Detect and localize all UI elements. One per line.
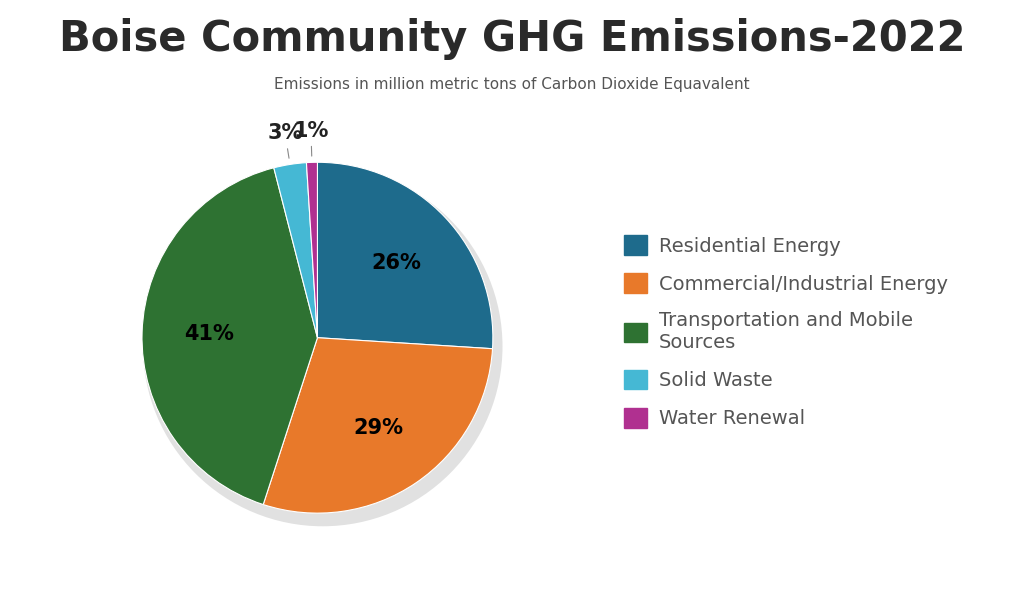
Ellipse shape — [143, 166, 503, 526]
Text: Boise Community GHG Emissions-2022: Boise Community GHG Emissions-2022 — [58, 18, 966, 60]
Wedge shape — [263, 338, 493, 513]
Text: Emissions in million metric tons of Carbon Dioxide Equavalent: Emissions in million metric tons of Carb… — [274, 77, 750, 91]
Wedge shape — [142, 168, 317, 505]
Wedge shape — [317, 162, 493, 349]
Wedge shape — [306, 162, 317, 338]
Text: 41%: 41% — [183, 324, 233, 344]
Text: 26%: 26% — [372, 253, 422, 273]
Text: 1%: 1% — [293, 121, 329, 156]
Text: 29%: 29% — [353, 418, 403, 438]
Text: 3%: 3% — [267, 123, 303, 158]
Wedge shape — [273, 163, 317, 338]
Legend: Residential Energy, Commercial/Industrial Energy, Transportation and Mobile
Sour: Residential Energy, Commercial/Industria… — [624, 235, 948, 428]
